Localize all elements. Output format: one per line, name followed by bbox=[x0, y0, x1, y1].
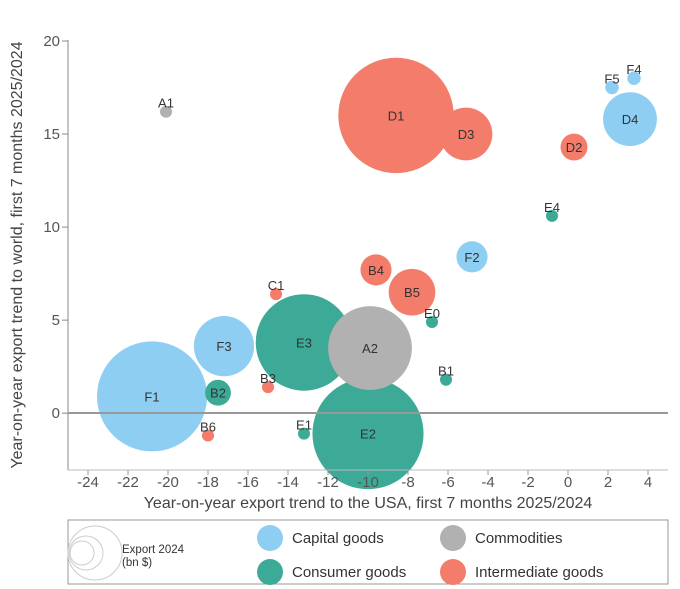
x-ticks: -24 -22 -20 -18 -16 -14 -12 -10 -8 -6 -4 -2 0 2 4 bbox=[77, 470, 652, 491]
bubble-a1 bbox=[159, 105, 173, 118]
bubble-e0 bbox=[425, 315, 439, 329]
x-tick-label: -22 bbox=[117, 474, 139, 491]
size-key-circle-large bbox=[67, 525, 123, 581]
bubble-label-d4: D4 bbox=[622, 112, 639, 127]
x-tick-label: -8 bbox=[401, 474, 414, 491]
bubble-label-b6: B6 bbox=[200, 420, 216, 435]
bubble-b5 bbox=[388, 268, 436, 316]
bubble-f1 bbox=[97, 341, 207, 452]
x-tick-label: 4 bbox=[644, 474, 652, 491]
bubble-f5 bbox=[605, 80, 619, 95]
bubble-e4 bbox=[545, 209, 559, 222]
bubble-f4 bbox=[627, 71, 641, 85]
bubble-e3 bbox=[255, 294, 353, 391]
bubble-label-b2: B2 bbox=[210, 386, 226, 401]
legend-size-unit: (bn $) bbox=[122, 557, 152, 569]
bubble-b1 bbox=[439, 373, 453, 386]
bubble-f2 bbox=[456, 241, 488, 273]
bubble-label-f3: F3 bbox=[216, 339, 231, 354]
bubble-label-d1: D1 bbox=[388, 108, 405, 123]
bubble-label-a1: A1 bbox=[158, 96, 174, 111]
bubble-b2 bbox=[205, 379, 231, 406]
x-tick-label: -16 bbox=[237, 474, 259, 491]
bubble-label-e3: E3 bbox=[296, 335, 312, 350]
bubble-d2 bbox=[560, 133, 588, 161]
legend-swatch-capital-goods bbox=[257, 525, 283, 551]
legend-swatch-consumer-goods bbox=[257, 559, 283, 585]
x-tick-label: -12 bbox=[317, 474, 339, 491]
bubble-label-f5: F5 bbox=[604, 72, 619, 87]
bubble-label-f1: F1 bbox=[144, 389, 159, 404]
bubble-label-b4: B4 bbox=[368, 263, 384, 278]
x-tick-label: 0 bbox=[564, 474, 572, 491]
y-axis-title: Year-on-year export trend to world, firs… bbox=[9, 41, 26, 468]
x-tick-label: -18 bbox=[197, 474, 219, 491]
x-tick-label: -2 bbox=[521, 474, 534, 491]
bubble-a2 bbox=[328, 306, 412, 390]
x-tick-label: -24 bbox=[77, 474, 99, 491]
x-tick-label: -4 bbox=[481, 474, 494, 491]
legend-swatch-intermediate-goods bbox=[440, 559, 466, 585]
legend-swatch-commodities bbox=[440, 525, 466, 551]
y-tick-label: 10 bbox=[43, 219, 60, 236]
legend-entries: Capital goods Commodities Consumer goods In… bbox=[257, 525, 603, 585]
bubble-f3 bbox=[193, 316, 255, 377]
legend-size-title: Export 2024 bbox=[122, 544, 185, 556]
legend-label-intermediate-goods: Intermediate goods bbox=[475, 564, 603, 581]
legend-size-key: Export 2024 (bn $) bbox=[67, 525, 185, 581]
bubble-label-c1: C1 bbox=[268, 278, 285, 293]
bubble-label-e4: E4 bbox=[544, 200, 560, 215]
bubble-label-f2: F2 bbox=[464, 250, 479, 265]
x-tick-label: -6 bbox=[441, 474, 454, 491]
legend-label-commodities: Commodities bbox=[475, 530, 563, 547]
bubble-b3 bbox=[261, 381, 275, 394]
size-key-circle-small bbox=[69, 540, 95, 566]
legend-box bbox=[67, 519, 669, 585]
bubble-d3 bbox=[439, 107, 493, 161]
y-tick-label: 0 bbox=[52, 405, 60, 422]
bubble-d1 bbox=[338, 57, 454, 174]
bubble-label-b5: B5 bbox=[404, 285, 420, 300]
y-tick-label: 5 bbox=[52, 312, 60, 329]
x-tick-label: -14 bbox=[277, 474, 299, 491]
y-tick-label: 20 bbox=[43, 33, 60, 50]
bubble-label-b1: B1 bbox=[438, 364, 454, 379]
bubble-label-d2: D2 bbox=[566, 140, 583, 155]
bubbles-layer bbox=[97, 57, 657, 490]
bubble-e1 bbox=[297, 427, 311, 440]
bubble-label-b3: B3 bbox=[260, 371, 276, 386]
bubble-labels-layer: D1 E2 F1 E3 A2 F3 D4 D3 B5 F2 B4 D2 B2 F5 F4 A1 E1 E0 B1 E4… bbox=[144, 62, 641, 441]
y-ticks: 0 5 10 15 20 bbox=[43, 33, 68, 422]
bubble-label-a2: A2 bbox=[362, 341, 378, 356]
bubble-d4 bbox=[603, 92, 657, 147]
bubble-label-d3: D3 bbox=[458, 127, 475, 142]
legend-label-consumer-goods: Consumer goods bbox=[292, 564, 406, 581]
x-tick-label: 2 bbox=[604, 474, 612, 491]
bubble-label-f4: F4 bbox=[626, 62, 641, 77]
bubble-b4 bbox=[360, 254, 392, 286]
bubble-label-e1: E1 bbox=[296, 418, 312, 433]
x-tick-label: -10 bbox=[357, 474, 379, 491]
legend: Export 2024 (bn $) Capital goods Commodit… bbox=[67, 519, 669, 585]
bubble-label-e0: E0 bbox=[424, 306, 440, 321]
bubble-label-e2: E2 bbox=[360, 427, 376, 442]
x-axis-title: Year-on-year export trend to the USA, fi… bbox=[144, 495, 593, 512]
legend-label-capital-goods: Capital goods bbox=[292, 530, 384, 547]
bubble-b6 bbox=[201, 429, 215, 442]
y-tick-label: 15 bbox=[43, 126, 60, 143]
bubble-c1 bbox=[269, 288, 283, 301]
x-tick-label: -20 bbox=[157, 474, 179, 491]
size-key-circle-medium bbox=[68, 535, 104, 571]
bubble-e2 bbox=[312, 378, 424, 490]
